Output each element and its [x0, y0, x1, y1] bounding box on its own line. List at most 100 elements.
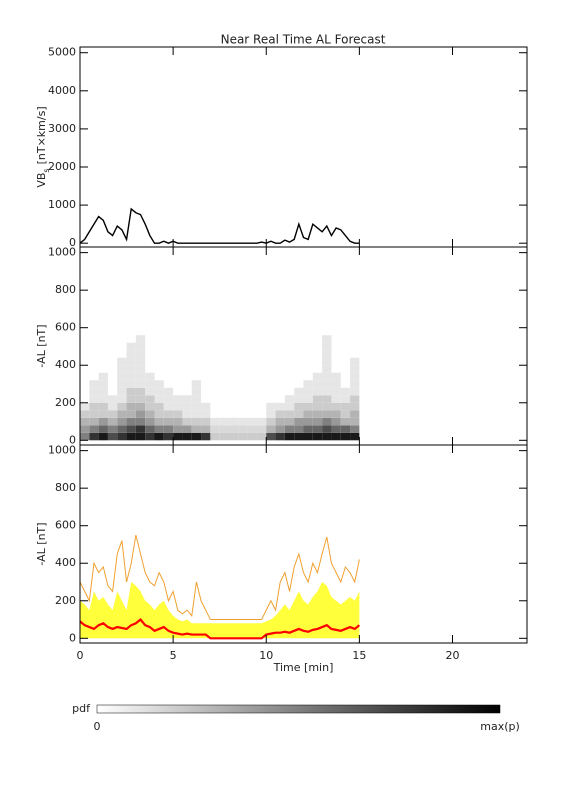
heat-cell	[350, 410, 360, 418]
heat-cell	[266, 410, 276, 418]
heat-cell	[266, 402, 276, 411]
axes-frame	[79, 444, 528, 644]
heat-cell	[322, 417, 332, 426]
y-tick-label: 200	[55, 396, 76, 409]
y-axis-label: -AL [nT]	[35, 522, 48, 565]
heat-cell	[201, 432, 211, 441]
heat-cell	[98, 432, 108, 441]
heat-cell	[135, 335, 146, 343]
heat-cell	[201, 402, 211, 411]
heat-cell	[117, 357, 127, 366]
heat-cell	[98, 417, 108, 426]
heat-cell	[173, 410, 183, 418]
heat-cell	[312, 410, 323, 418]
y-label-sub: s	[42, 168, 51, 172]
heat-cell	[322, 372, 332, 381]
heat-cell	[126, 417, 136, 426]
heat-cell	[182, 410, 192, 418]
line	[80, 618, 361, 640]
heat-cell	[135, 357, 146, 366]
heat-cell	[322, 357, 332, 366]
heat-cell	[163, 410, 174, 418]
chart-title: Near Real Time AL Forecast	[221, 33, 386, 47]
heat-cell	[98, 402, 108, 411]
heat-cell	[303, 425, 313, 433]
heat-cell	[117, 425, 127, 433]
heat-cell	[303, 395, 313, 403]
heat-cell	[126, 432, 136, 441]
heat-cell	[312, 387, 323, 396]
heat-cell	[275, 402, 285, 411]
heat-cell	[322, 387, 332, 396]
heat-cell	[107, 425, 118, 433]
heat-cell	[163, 402, 174, 411]
heat-cell	[275, 417, 285, 426]
heat-cell	[303, 380, 313, 388]
area	[80, 582, 360, 639]
heat-cell	[107, 410, 118, 418]
heat-cell	[80, 425, 90, 433]
heat-cell	[201, 417, 211, 426]
y-tick-label: 800	[55, 481, 76, 494]
heat-cell	[322, 425, 332, 433]
heat-cell	[173, 402, 183, 411]
heat-cell	[191, 417, 202, 426]
heat-cell	[275, 410, 285, 418]
plot-area	[80, 534, 361, 640]
heat-cell	[126, 350, 136, 358]
heat-cell	[210, 417, 220, 426]
heat-cell	[98, 372, 108, 381]
heat-cell	[135, 342, 146, 351]
heat-cell	[89, 425, 99, 433]
heat-cell	[126, 365, 136, 373]
heat-cell	[294, 410, 304, 418]
heat-cell	[229, 432, 239, 441]
heat-cell	[303, 432, 313, 441]
heat-cell	[312, 380, 323, 388]
heat-cell	[126, 372, 136, 381]
x-tick-label: 15	[352, 649, 366, 662]
heat-cell	[117, 372, 127, 381]
y-tick-label: 0	[69, 236, 76, 249]
y-axis-label: -AL [nT]	[35, 324, 48, 367]
heat-cell	[322, 335, 332, 343]
heat-cell	[350, 357, 360, 366]
heat-cell	[191, 395, 202, 403]
y-tick-label: 1000	[48, 198, 76, 211]
heat-cell	[135, 395, 146, 403]
heat-cell	[126, 395, 136, 403]
heat-cell	[89, 387, 99, 396]
heat-cell	[331, 372, 341, 381]
heat-cell	[154, 387, 164, 396]
heat-cell	[117, 432, 127, 441]
heat-cell	[98, 380, 108, 388]
heat-cell	[135, 410, 146, 418]
heat-cell	[191, 402, 202, 411]
heat-cell	[117, 402, 127, 411]
heat-cell	[350, 372, 360, 381]
heat-cell	[145, 387, 155, 396]
heat-cell	[322, 365, 332, 373]
heat-cell	[350, 387, 360, 396]
heat-cell	[350, 425, 360, 433]
heat-cell	[294, 395, 304, 403]
heat-cell	[229, 425, 239, 433]
heat-cell	[135, 380, 146, 388]
heat-cell	[201, 410, 211, 418]
heat-cell	[135, 425, 146, 433]
heat-cell	[182, 417, 192, 426]
heat-cell	[117, 365, 127, 373]
heat-cell	[182, 402, 192, 411]
heat-cell	[126, 402, 136, 411]
heat-cell	[322, 402, 332, 411]
heat-cell	[340, 410, 351, 418]
heat-cell	[163, 425, 174, 433]
heat-cell	[284, 417, 295, 426]
heat-cell	[210, 425, 220, 433]
colorbar-label: pdf	[72, 702, 91, 715]
y-tick-label: 200	[55, 594, 76, 607]
heat-cell	[322, 432, 332, 441]
heat-cell	[117, 417, 127, 426]
heat-cell	[331, 380, 341, 388]
